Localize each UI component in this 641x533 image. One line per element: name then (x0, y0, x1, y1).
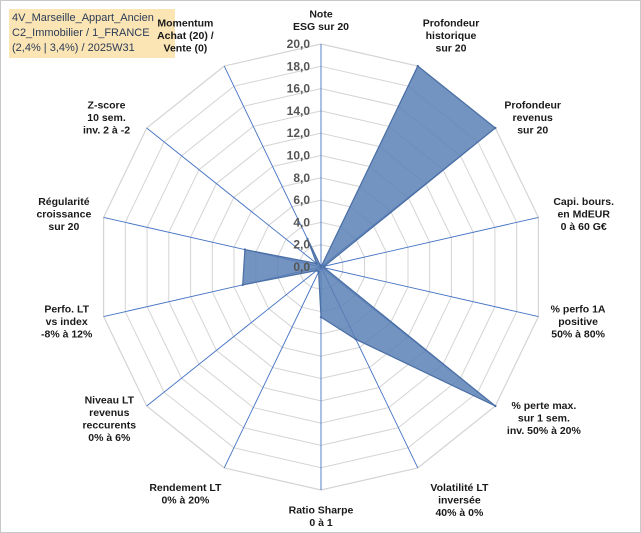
axis-label: Capi. bours. en MdEUR 0 à 60 G€ (553, 196, 614, 233)
axis-spoke (320, 266, 539, 318)
data-point (323, 266, 326, 269)
data-point (354, 338, 357, 341)
data-point (306, 237, 309, 241)
data-point (416, 64, 419, 68)
axis-label-line: positive (558, 316, 598, 328)
axis-label-line: % perfo 1A (551, 303, 606, 315)
axis-label-line: Capi. bours. (553, 196, 614, 208)
data-point (241, 283, 244, 287)
data-point (317, 270, 320, 274)
axis-label-line: Vente (0) (164, 42, 208, 54)
axis-label-line: Achat (20) / (157, 30, 214, 42)
axis-spoke (223, 65, 322, 268)
axis-label-line: -8% à 12% (41, 328, 93, 340)
axis-label: Ratio Sharpe 0 à 1 (289, 505, 354, 530)
axis-label-line: 0 à 1 (309, 517, 333, 529)
axis-label-line: croissance (36, 209, 91, 221)
axis-label-line: en MdEUR (557, 209, 610, 221)
axis-label-line: inv. 2 à -2 (83, 125, 130, 137)
axis-label-line: revenus (513, 112, 553, 124)
axis-label: Rendement LT 0% à 20% (149, 482, 222, 507)
axis-label-line: sur 20 (48, 221, 79, 233)
axis-label-line: Niveau LT (85, 395, 135, 407)
data-point (315, 269, 318, 272)
axis-spoke (320, 216, 539, 268)
axis-label: Z-score 10 sem. inv. 2 à -2 (83, 100, 130, 137)
axis-label-line: historique (426, 30, 477, 42)
axis-label-line: ESG sur 20 (293, 21, 349, 33)
tick-label: 10,0 (287, 149, 311, 163)
tick-label: 0,0 (293, 260, 310, 274)
tick-label: 4,0 (293, 215, 310, 229)
axis-label: Perfo. LT vs index -8% à 12% (41, 303, 93, 340)
axis-spoke (146, 127, 322, 268)
axis-label-line: Volatilité LT (430, 482, 489, 494)
axis-label-line: 0% à 6% (88, 432, 131, 444)
title-line-1: 4V_Marseille_Appart_Ancien (12, 12, 154, 24)
data-point (315, 262, 318, 265)
tick-label: 8,0 (293, 171, 310, 185)
axis-label-line: vs index (46, 316, 88, 328)
data-point (494, 126, 497, 130)
axis-label-line: sur 20 (436, 42, 467, 54)
tick-label: 18,0 (287, 59, 311, 73)
tick-label: 14,0 (287, 104, 311, 118)
axis-label-line: 10 sem. (87, 112, 126, 124)
axis-label: Profondeur historique sur 20 (423, 17, 480, 54)
axis-label: Régularité croissance sur 20 (36, 196, 91, 233)
axis-label-line: Z-score (88, 100, 126, 112)
axis-label: Profondeur revenus sur 20 (504, 100, 561, 137)
axis-label-line: 0 à 60 G€ (561, 221, 607, 233)
tick-label: 2,0 (293, 238, 310, 252)
tick-label: 6,0 (293, 193, 310, 207)
tick-label: 16,0 (287, 82, 311, 96)
data-point (243, 248, 247, 251)
axis-label-line: % perte max. (512, 400, 577, 412)
axis-label-line: sur 20 (517, 125, 548, 137)
axis-label: % perte max. sur 1 sem. inv. 50% à 20% (507, 400, 582, 437)
axis-label-line: 40% à 0% (435, 507, 484, 519)
axis-label-line: revenus (89, 407, 129, 419)
axis-label-line: Ratio Sharpe (289, 505, 354, 517)
axis-label: Niveau LT revenus reccurents 0% à 6% (82, 395, 136, 445)
axis-label-line: Profondeur (504, 100, 561, 112)
axis-label: Note ESG sur 20 (293, 9, 349, 34)
axis-label-line: reccurents (82, 420, 136, 432)
axis-label-line: Note (309, 9, 332, 21)
data-point (494, 404, 497, 408)
axis-spoke (223, 266, 322, 469)
data-point (319, 265, 323, 269)
data-point (319, 316, 323, 319)
axis-label-line: inv. 50% à 20% (507, 425, 582, 437)
axis-label-line: Régularité (38, 196, 90, 208)
title-line-2: C2_Immobilier / 1_FRANCE (12, 27, 150, 39)
axis-label: % perfo 1A positive 50% à 80% (551, 303, 606, 340)
title-line-3: (2,4% | 3,4%) / 2025W31 (12, 42, 135, 54)
axis-label: Momentum Achat (20) / Vente (0) (157, 17, 214, 54)
axis-label-line: 0% à 20% (161, 495, 210, 507)
axis-label-line: Momentum (157, 17, 213, 29)
axis-label-line: Perfo. LT (44, 303, 89, 315)
axis-label: Volatilité LT inversée 40% à 0% (430, 482, 489, 519)
chart-title-box: 4V_Marseille_Appart_Ancien C2_Immobilier… (9, 9, 175, 58)
axis-label-line: inversée (438, 495, 481, 507)
axis-label-line: Rendement LT (149, 482, 222, 494)
tick-label: 20,0 (287, 37, 311, 51)
axis-label-line: Profondeur (423, 17, 480, 29)
axis-spoke (146, 266, 322, 407)
axis-label-line: sur 1 sem. (518, 412, 570, 424)
axis-label-line: 50% à 80% (551, 328, 605, 340)
tick-label: 12,0 (287, 126, 311, 140)
